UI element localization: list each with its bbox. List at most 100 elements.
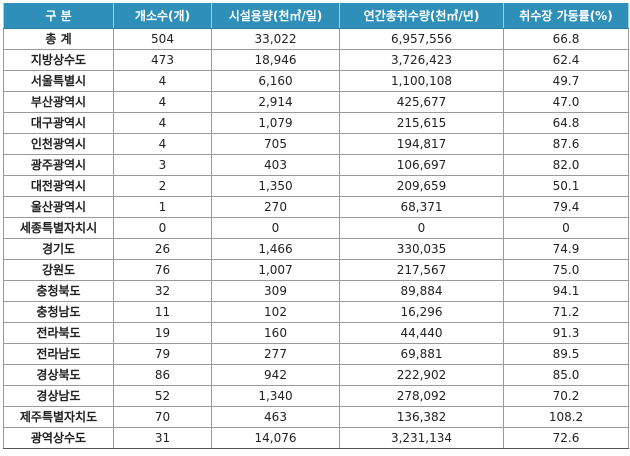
row-utilization: 91.3	[503, 322, 629, 344]
row-region: 광역상수도	[3, 427, 114, 449]
table-container: 구 분 개소수(개) 시설용량(천㎥/일) 연간총취수량(천㎥/년) 취수장 가…	[3, 3, 629, 449]
table-row: 부산광역시 4 2,914 425,677 47.0	[3, 91, 629, 113]
row-annual-intake: 3,726,423	[339, 49, 504, 71]
table-row: 서울특별시 4 6,160 1,100,108 49.7	[3, 70, 629, 92]
row-count: 4	[113, 133, 212, 155]
row-capacity: 1,079	[211, 112, 340, 134]
row-annual-intake: 0	[339, 217, 504, 239]
row-annual-intake: 106,697	[339, 154, 504, 176]
row-utilization: 72.6	[503, 427, 629, 449]
row-capacity: 277	[211, 343, 340, 365]
row-count: 0	[113, 217, 212, 239]
row-utilization: 79.4	[503, 196, 629, 218]
row-count: 32	[113, 280, 212, 302]
row-region: 인천광역시	[3, 133, 114, 155]
row-region: 경상북도	[3, 364, 114, 386]
row-capacity: 270	[211, 196, 340, 218]
row-count: 31	[113, 427, 212, 449]
row-region: 경상남도	[3, 385, 114, 407]
table-row: 울산광역시 1 270 68,371 79.4	[3, 196, 629, 218]
table-row: 충청북도 32 309 89,884 94.1	[3, 280, 629, 302]
row-region: 지방상수도	[3, 49, 114, 71]
row-annual-intake: 44,440	[339, 322, 504, 344]
row-utilization: 108.2	[503, 406, 629, 428]
header-capacity: 시설용량(천㎥/일)	[211, 3, 340, 29]
row-count: 2	[113, 175, 212, 197]
row-capacity: 0	[211, 217, 340, 239]
row-capacity: 309	[211, 280, 340, 302]
row-utilization: 50.1	[503, 175, 629, 197]
row-capacity: 942	[211, 364, 340, 386]
row-region: 충청남도	[3, 301, 114, 323]
table-row: 지방상수도 473 18,946 3,726,423 62.4	[3, 49, 629, 71]
row-annual-intake: 425,677	[339, 91, 504, 113]
row-count: 504	[113, 28, 212, 50]
row-utilization: 64.8	[503, 112, 629, 134]
row-utilization: 70.2	[503, 385, 629, 407]
table-row: 전라북도 19 160 44,440 91.3	[3, 322, 629, 344]
table-row: 대구광역시 4 1,079 215,615 64.8	[3, 112, 629, 134]
row-utilization: 94.1	[503, 280, 629, 302]
table-row: 인천광역시 4 705 194,817 87.6	[3, 133, 629, 155]
row-capacity: 463	[211, 406, 340, 428]
row-region: 총 계	[3, 28, 114, 50]
row-annual-intake: 215,615	[339, 112, 504, 134]
header-annual-intake: 연간총취수량(천㎥/년)	[339, 3, 504, 29]
row-capacity: 705	[211, 133, 340, 155]
row-annual-intake: 68,371	[339, 196, 504, 218]
table-row: 경상북도 86 942 222,902 85.0	[3, 364, 629, 386]
row-count: 52	[113, 385, 212, 407]
row-count: 86	[113, 364, 212, 386]
table-row: 광주광역시 3 403 106,697 82.0	[3, 154, 629, 176]
row-capacity: 160	[211, 322, 340, 344]
row-region: 경기도	[3, 238, 114, 260]
row-count: 79	[113, 343, 212, 365]
row-count: 3	[113, 154, 212, 176]
table-row: 총 계 504 33,022 6,957,556 66.8	[3, 28, 629, 50]
row-annual-intake: 209,659	[339, 175, 504, 197]
row-count: 4	[113, 91, 212, 113]
row-utilization: 89.5	[503, 343, 629, 365]
row-utilization: 47.0	[503, 91, 629, 113]
row-utilization: 82.0	[503, 154, 629, 176]
row-annual-intake: 69,881	[339, 343, 504, 365]
row-count: 76	[113, 259, 212, 281]
table-header: 구 분 개소수(개) 시설용량(천㎥/일) 연간총취수량(천㎥/년) 취수장 가…	[3, 3, 629, 29]
row-annual-intake: 16,296	[339, 301, 504, 323]
row-annual-intake: 194,817	[339, 133, 504, 155]
header-row: 구 분 개소수(개) 시설용량(천㎥/일) 연간총취수량(천㎥/년) 취수장 가…	[3, 3, 629, 29]
row-utilization: 49.7	[503, 70, 629, 92]
table-row: 대전광역시 2 1,350 209,659 50.1	[3, 175, 629, 197]
table-row: 세종특별자치시 0 0 0 0	[3, 217, 629, 239]
row-capacity: 6,160	[211, 70, 340, 92]
row-capacity: 1,350	[211, 175, 340, 197]
row-utilization: 0	[503, 217, 629, 239]
row-utilization: 71.2	[503, 301, 629, 323]
row-utilization: 87.6	[503, 133, 629, 155]
row-region: 대구광역시	[3, 112, 114, 134]
row-region: 대전광역시	[3, 175, 114, 197]
row-region: 제주특별자치도	[3, 406, 114, 428]
row-utilization: 85.0	[503, 364, 629, 386]
row-capacity: 14,076	[211, 427, 340, 449]
row-annual-intake: 6,957,556	[339, 28, 504, 50]
table-row: 광역상수도 31 14,076 3,231,134 72.6	[3, 427, 629, 449]
row-count: 4	[113, 112, 212, 134]
row-region: 울산광역시	[3, 196, 114, 218]
header-count: 개소수(개)	[113, 3, 212, 29]
row-utilization: 66.8	[503, 28, 629, 50]
row-region: 전라북도	[3, 322, 114, 344]
row-region: 서울특별시	[3, 70, 114, 92]
table-row: 강원도 76 1,007 217,567 75.0	[3, 259, 629, 281]
table-body: 총 계 504 33,022 6,957,556 66.8 지방상수도 473 18,946 3…	[3, 28, 629, 449]
row-annual-intake: 278,092	[339, 385, 504, 407]
table-row: 충청남도 11 102 16,296 71.2	[3, 301, 629, 323]
row-count: 4	[113, 70, 212, 92]
row-annual-intake: 222,902	[339, 364, 504, 386]
row-annual-intake: 1,100,108	[339, 70, 504, 92]
row-capacity: 403	[211, 154, 340, 176]
row-capacity: 1,340	[211, 385, 340, 407]
row-utilization: 75.0	[503, 259, 629, 281]
row-annual-intake: 89,884	[339, 280, 504, 302]
table-row: 전라남도 79 277 69,881 89.5	[3, 343, 629, 365]
